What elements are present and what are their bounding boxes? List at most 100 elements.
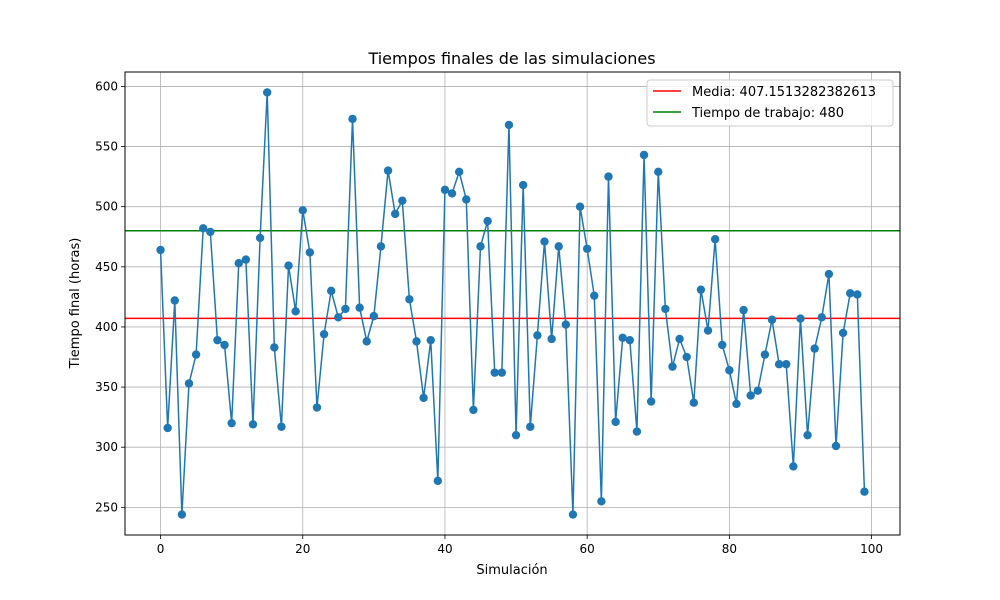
data-point [469,405,478,415]
data-point [846,289,855,298]
data-point [341,304,350,314]
data-point [668,362,677,371]
data-point [817,313,826,322]
x-tick-label: 80 [722,542,737,556]
legend-label: Media: 407.1513282382613 [692,85,876,100]
data-point [561,320,571,329]
legend: Media: 407.1513282382613 Tiempo de trabaj… [646,79,894,127]
data-point [597,497,606,506]
data-point [277,422,286,431]
legend-label: Tiempo de trabajo: 480 [691,106,844,121]
data-point [853,290,862,299]
data-point [454,167,464,177]
data-point [312,403,322,412]
data-point [789,462,798,471]
data-point [696,285,706,294]
data-point [568,510,578,519]
data-point [838,328,848,338]
data-point [774,360,784,369]
data-point [547,334,556,344]
data-point [753,386,762,395]
data-point [177,510,187,519]
data-point [234,259,243,268]
y-tick-label: 600 [95,79,118,93]
data-point [860,487,869,496]
x-axis-ticks: 0 20 40 60 80 100 [157,535,883,556]
data-point [604,172,613,181]
data-point [270,343,279,352]
data-point [163,423,172,433]
y-tick-label: 550 [95,140,118,154]
y-axis-ticks: 250 300 350 400 450 500 550 600 [95,79,125,514]
data-point [625,335,635,345]
data-point [682,352,691,362]
y-tick-label: 400 [95,320,118,334]
data-point [390,209,400,219]
data-point [447,189,457,198]
data-point [241,255,251,264]
data-point [782,360,791,369]
series-simulations [156,88,869,519]
data-point [213,335,222,345]
plot-frame [124,71,901,536]
data-point [248,420,258,429]
data-point [504,120,514,130]
data-point [433,476,443,486]
data-point [675,334,684,344]
data-point [540,237,549,246]
x-tick-label: 40 [437,542,452,556]
data-point [199,224,208,233]
data-point [646,397,656,406]
data-point [831,441,841,451]
data-point [760,350,770,359]
data-point [689,398,699,407]
data-point [803,430,812,440]
data-point [618,333,627,342]
data-point [654,167,663,177]
y-tick-label: 450 [95,260,118,274]
data-point [398,196,407,205]
x-tick-label: 20 [295,542,310,556]
data-point [348,114,357,124]
data-point [710,234,720,244]
series-line [159,91,866,516]
data-point [490,368,499,377]
data-point [824,269,834,279]
data-point [810,344,819,353]
chart-title: Tiempos finales de las simulaciones [367,49,655,68]
data-point [526,422,535,431]
data-point [255,233,265,243]
data-point [305,248,315,257]
x-tick-label: 0 [157,542,165,556]
data-point [575,202,585,211]
data-point [220,340,229,350]
data-point [227,418,236,428]
data-point [746,391,755,400]
data-point [284,261,293,270]
data-point [369,311,379,321]
data-point [355,303,364,312]
data-point [419,393,428,403]
data-point [611,417,620,427]
data-point [639,150,649,160]
data-point [440,185,450,195]
data-point [767,315,777,324]
data-point [703,326,713,335]
data-point [405,295,414,304]
data-point [326,286,336,296]
data-point [462,195,471,204]
data-point [156,245,165,255]
y-tick-label: 350 [95,380,118,394]
data-point [376,242,386,251]
data-point [661,304,670,314]
data-point [184,379,194,388]
data-point [582,244,592,253]
data-point [533,331,542,340]
x-tick-label: 100 [860,542,883,556]
data-point [476,242,485,251]
data-point [632,427,642,436]
data-point [412,337,421,346]
y-tick-label: 500 [95,200,118,214]
data-point [362,337,371,346]
